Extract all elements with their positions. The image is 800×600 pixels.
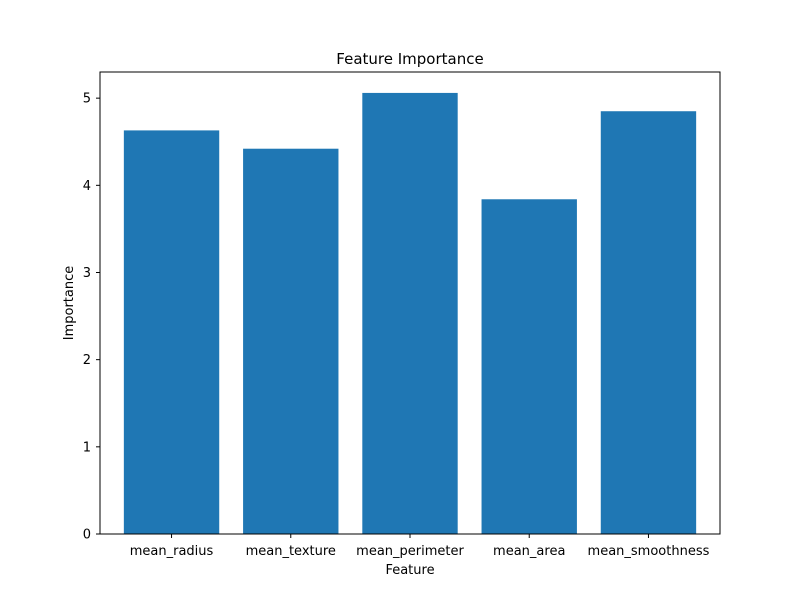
y-tick-label: 0 [83,528,91,543]
bar-mean_area [481,199,577,534]
x-axis: mean_radius mean_texture mean_perimeter mea… [130,534,710,559]
bar-mean_texture [243,148,339,534]
y-tick-label: 4 [83,179,91,194]
bar-mean_radius [123,130,220,534]
x-tick-label: mean_radius [130,544,214,559]
bar-mean_smoothness [600,111,697,534]
x-tick-label: mean_perimeter [356,544,464,559]
chart-title: Feature Importance [336,50,483,68]
bars-layer [123,92,697,535]
y-axis-label: Importance [62,266,77,341]
x-tick-label: mean_texture [246,544,336,559]
y-tick-label: 1 [83,440,91,455]
x-tick-label: mean_area [493,544,565,559]
y-tick-label: 5 [83,92,91,107]
y-tick-label: 2 [83,353,91,368]
y-axis: 0 1 2 3 4 5 [83,92,100,543]
x-tick-label: mean_smoothness [588,544,710,559]
bar-mean_perimeter [362,92,458,535]
y-tick-label: 3 [83,266,91,281]
x-axis-label: Feature [385,563,434,578]
